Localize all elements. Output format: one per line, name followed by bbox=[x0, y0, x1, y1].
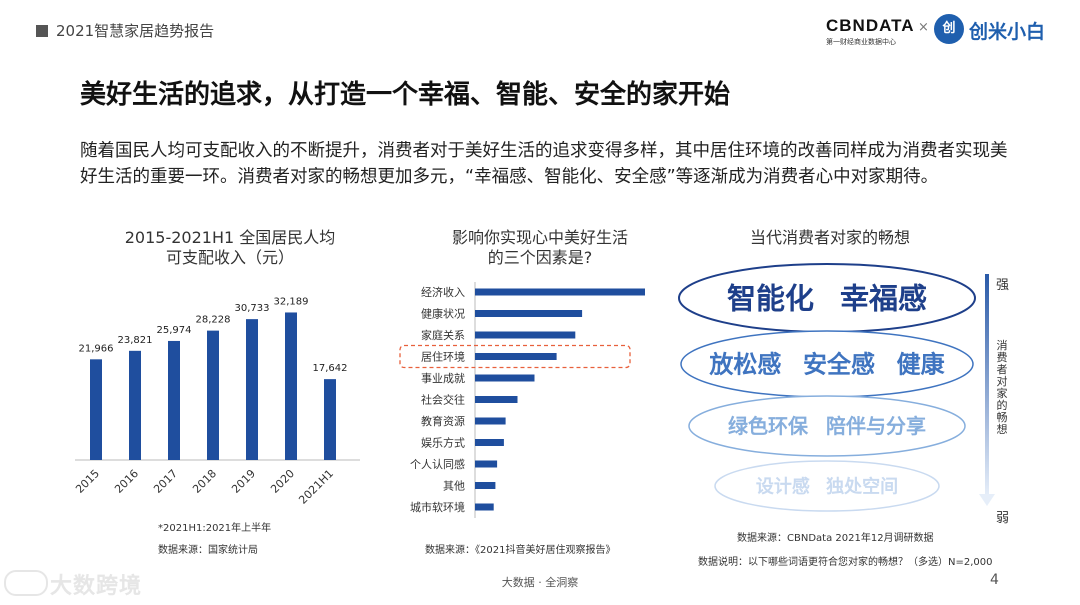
factor-bar bbox=[475, 353, 557, 360]
intensity-arrow-head bbox=[979, 494, 995, 506]
wordcloud-word: 陪伴与分享 bbox=[826, 414, 926, 438]
factor-bar bbox=[475, 331, 576, 339]
income-value-label: 28,228 bbox=[196, 315, 231, 326]
income-bar bbox=[246, 319, 258, 460]
income-category-label: 2017 bbox=[151, 467, 180, 496]
income-bar bbox=[129, 350, 141, 460]
wordcloud-word: 健康 bbox=[897, 351, 946, 379]
income-category-label: 2018 bbox=[190, 467, 219, 496]
factor-bar bbox=[475, 503, 494, 511]
wordcloud-word: 放松感 bbox=[708, 351, 781, 379]
watermark: 大数跨境 bbox=[50, 574, 143, 599]
page-number: 4 bbox=[990, 572, 999, 588]
report-title: 2021智慧家居趋势报告 bbox=[56, 22, 215, 40]
wordcloud-word: 独处空间 bbox=[826, 475, 898, 497]
income-value-label: 32,189 bbox=[274, 296, 309, 307]
factor-label: 居住环境 bbox=[421, 350, 465, 364]
income-chart-title-line2: 可支配收入（元） bbox=[165, 248, 294, 267]
factor-bar bbox=[475, 288, 645, 296]
cbndata-logo-subtitle: 第一财经商业数据中心 bbox=[826, 38, 896, 46]
income-bar-chart: 21,966 2015 23,821 2016 25,974 2017 28,228 2018… bbox=[73, 296, 360, 507]
income-value-label: 25,974 bbox=[157, 325, 192, 336]
intensity-arrow-shaft bbox=[985, 274, 989, 496]
header-square bbox=[36, 25, 48, 37]
factor-label: 经济收入 bbox=[421, 285, 465, 299]
chuangmi-logo-icon: 创 bbox=[934, 14, 964, 44]
factor-bar bbox=[475, 460, 498, 468]
income-bar bbox=[168, 340, 180, 460]
income-category-label: 2020 bbox=[268, 467, 297, 496]
income-value-label: 23,821 bbox=[118, 335, 153, 346]
income-category-label: 2016 bbox=[112, 467, 141, 496]
factor-bar bbox=[475, 374, 535, 382]
factor-label: 社会交往 bbox=[421, 393, 465, 407]
watermark-icon bbox=[4, 570, 48, 596]
footer-slogan: 大数据 · 全洞察 bbox=[501, 576, 579, 589]
wordcloud-word: 绿色环保 bbox=[728, 414, 809, 438]
factor-bar bbox=[475, 439, 504, 446]
wordcloud-title: 当代消费者对家的畅想 bbox=[749, 228, 910, 247]
factor-bar bbox=[475, 417, 506, 425]
factor-label: 教育资源 bbox=[421, 414, 465, 428]
income-bar bbox=[285, 312, 297, 460]
weak-label: 弱 bbox=[996, 511, 1010, 526]
wordcloud-description: 数据说明：以下哪些词语更符合您对家的畅想？（多选）N=2,000 bbox=[698, 557, 993, 568]
page-title: 美好生活的追求，从打造一个幸福、智能、安全的家开始 bbox=[80, 80, 731, 110]
income-category-label: 2019 bbox=[229, 467, 258, 496]
factor-label: 娱乐方式 bbox=[421, 436, 465, 450]
intro-paragraph: 随着国民人均可支配收入的不断提升，消费者对于美好生活的追求变得多样，其中居住环境… bbox=[80, 141, 1008, 187]
factor-label: 个人认同感 bbox=[410, 458, 465, 471]
factors-chart-title: 影响你实现心中美好生活 的三个因素是? bbox=[400, 228, 680, 268]
factors-chart-source: 数据来源：《2021抖音美好居住观察报告》 bbox=[425, 545, 616, 556]
factor-label: 健康状况 bbox=[421, 307, 465, 321]
cbndata-logo: CBNDATA bbox=[826, 16, 915, 35]
factor-label: 城市软环境 bbox=[410, 500, 465, 514]
logo-cross: × bbox=[918, 20, 929, 35]
income-bar bbox=[90, 359, 102, 460]
wordcloud-tier-ring bbox=[688, 395, 966, 457]
income-chart-source: 数据来源：国家统计局 bbox=[158, 545, 258, 556]
wordcloud-word: 安全感 bbox=[803, 351, 875, 379]
factor-bar bbox=[475, 310, 583, 317]
wordcloud-word: 设计感 bbox=[756, 475, 810, 497]
factor-label: 其他 bbox=[443, 480, 465, 493]
factor-label: 家庭关系 bbox=[421, 328, 465, 342]
income-bar bbox=[324, 379, 336, 460]
factors-chart-title-line2: 的三个因素是? bbox=[487, 248, 593, 267]
intensity-axis-label: 消费者对家的畅想 bbox=[996, 339, 1008, 436]
income-chart-note: *2021H1:2021年上半年 bbox=[158, 523, 272, 534]
wordcloud-source: 数据来源：CBNData 2021年12月调研数据 bbox=[737, 533, 934, 544]
factors-bar-chart: 经济收入健康状况家庭关系居住环境事业成就社会交往教育资源娱乐方式个人认同感其他城… bbox=[399, 282, 645, 518]
factor-bar bbox=[475, 396, 518, 403]
strong-label: 强 bbox=[996, 278, 1010, 293]
wordcloud-tier-ring bbox=[678, 263, 976, 333]
chuangmi-logo: 创米小白 bbox=[969, 21, 1046, 43]
wordcloud-word: 幸福感 bbox=[840, 281, 927, 315]
factors-chart-title-line1: 影响你实现心中美好生活 bbox=[451, 228, 628, 247]
income-category-label: 2015 bbox=[73, 467, 102, 496]
income-chart-title: 2015-2021H1 全国居民人均 可支配收入（元） bbox=[80, 228, 380, 268]
highlight-box bbox=[399, 344, 631, 369]
income-value-label: 17,642 bbox=[313, 363, 348, 374]
factor-bar bbox=[475, 482, 496, 489]
income-bar bbox=[207, 330, 219, 460]
wordcloud-word: 智能化 bbox=[727, 281, 814, 315]
income-value-label: 21,966 bbox=[79, 343, 114, 354]
income-chart-title-line1: 2015-2021H1 全国居民人均 bbox=[124, 228, 336, 247]
wordcloud-tier-ring bbox=[714, 460, 940, 512]
income-category-label: 2021H1 bbox=[296, 467, 336, 507]
income-value-label: 30,733 bbox=[235, 303, 270, 314]
factor-label: 事业成就 bbox=[421, 371, 465, 385]
